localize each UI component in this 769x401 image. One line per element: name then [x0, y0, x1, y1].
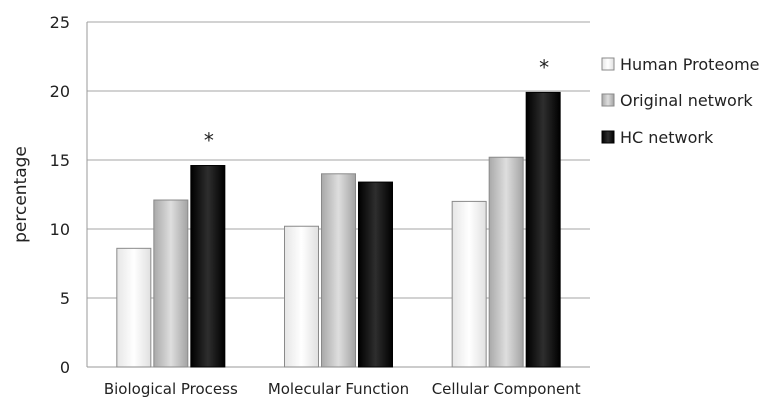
significance-asterisk: * — [539, 55, 549, 79]
legend-label: Human Proteome — [620, 55, 760, 74]
bar-original-network-0 — [153, 199, 189, 368]
legend-label: Original network — [620, 91, 753, 110]
category-labels: Biological Process Molecular Function Cell… — [104, 380, 581, 398]
y-tick-label: 15 — [50, 151, 70, 170]
legend-label: HC network — [620, 128, 714, 147]
y-axis-title: percentage — [11, 146, 31, 243]
legend-swatch-hc-network — [601, 130, 615, 144]
y-tick-label: 20 — [50, 82, 70, 101]
y-tick-label: 10 — [50, 220, 70, 239]
bar-hc-network-0 — [190, 165, 226, 368]
bar-hc-network-1 — [358, 181, 393, 368]
bars — [116, 91, 561, 368]
bar-human-proteome-1 — [284, 225, 319, 368]
y-tick-label: 5 — [60, 289, 70, 308]
category-label: Biological Process — [104, 380, 238, 398]
legend-swatch-original-network — [601, 93, 615, 107]
bar-human-proteome-0 — [116, 247, 152, 368]
bar-original-network-1 — [321, 173, 356, 368]
significance-asterisk: * — [204, 129, 214, 153]
category-label: Molecular Function — [268, 380, 409, 398]
category-label: Cellular Component — [432, 380, 581, 398]
y-tick-labels: 0 5 10 15 20 25 — [50, 13, 70, 377]
y-tick-label: 0 — [60, 358, 70, 377]
y-tick-label: 25 — [50, 13, 70, 32]
legend: Human Proteome Original network HC network — [601, 55, 760, 147]
legend-swatch-human-proteome — [601, 57, 615, 71]
bar-human-proteome-2 — [451, 200, 487, 368]
annotations: ** — [204, 55, 549, 152]
bar-hc-network-2 — [525, 91, 561, 368]
bar-original-network-2 — [488, 156, 524, 368]
